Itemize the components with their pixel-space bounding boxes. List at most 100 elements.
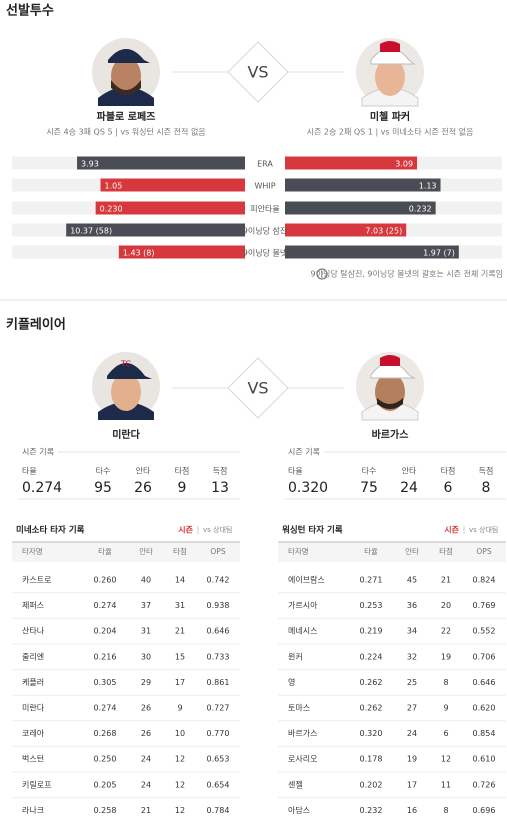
table-cell: 0.769: [473, 601, 496, 610]
stat-label: 9이닝당 삼진: [243, 226, 287, 236]
table-cell: 0.271: [360, 576, 383, 585]
table-cell: 0.696: [473, 806, 496, 815]
pitcher-name: 미첼 파커: [370, 110, 410, 123]
table-cell: 0.224: [360, 652, 383, 661]
vs-label: VS: [247, 63, 268, 82]
stat-bar: [285, 156, 418, 170]
table-cell: 12: [175, 780, 185, 789]
table-cell: 메네시스: [288, 627, 317, 636]
table-cell: 36: [407, 601, 417, 610]
player-photo-right: [356, 352, 424, 421]
stat-value: 1.13: [419, 182, 437, 191]
table-header: OPS: [476, 547, 491, 556]
record-value: 13: [211, 480, 229, 496]
table-cell: 영: [288, 677, 295, 687]
table-cell: 0.204: [94, 627, 117, 636]
table-cell: 37: [141, 601, 151, 610]
stat-value: 3.93: [81, 160, 99, 169]
record-value: 8: [482, 480, 491, 496]
tab[interactable]: 시즌: [444, 526, 459, 535]
table-cell: 로사리오: [288, 755, 317, 764]
table-cell: 센젤: [288, 779, 303, 789]
stat-label: ERA: [257, 160, 273, 169]
table-cell: 0.219: [360, 627, 383, 636]
table-cell: 17: [175, 678, 185, 687]
record-header: 타점: [441, 466, 456, 476]
record-header: 득점: [479, 466, 494, 476]
table-cell: 0.274: [94, 601, 117, 610]
record-title: 시즌 기록: [22, 448, 54, 457]
table-cell: 19: [407, 755, 417, 764]
stat-value: 1.05: [105, 182, 123, 191]
stat-bar: [66, 223, 245, 237]
table-header: 타점: [173, 546, 187, 556]
table-cell: 17: [407, 780, 417, 789]
table-cell: 0.726: [473, 780, 496, 789]
vs-label: VS: [247, 379, 268, 398]
table-cell: 0.262: [360, 704, 383, 713]
table-cell: 0.274: [94, 704, 117, 713]
record-header: 타수: [362, 467, 377, 476]
stat-bar: [118, 245, 245, 259]
table-cell: 0.727: [207, 704, 230, 713]
record-header: 타율: [22, 467, 37, 476]
table-cell: 21: [441, 576, 451, 585]
table-cell: 19: [441, 652, 451, 661]
tab[interactable]: vs 상대팀: [203, 525, 232, 534]
table-cell: 0.268: [94, 729, 117, 738]
tab[interactable]: 시즌: [178, 526, 193, 535]
table-cell: 6: [443, 729, 448, 738]
table-cell: 0.938: [207, 601, 230, 610]
table-cell: 34: [407, 627, 417, 636]
table-cell: 케플러: [22, 678, 44, 687]
table-cell: 0.854: [473, 729, 496, 738]
table-cell: 0.706: [473, 652, 496, 661]
pitcher-info: 시즌 2승 2패 QS 1 | vs 미네소타 시즌 전적 없음: [307, 127, 474, 137]
record-value: 95: [94, 480, 112, 496]
table-cell: 8: [443, 806, 448, 815]
table-cell: 0.262: [360, 678, 383, 687]
table-cell: 줄리엔: [22, 651, 44, 661]
record-header: 득점: [213, 466, 228, 476]
table-header: 타자명: [288, 546, 309, 556]
table-cell: 29: [141, 678, 151, 687]
table-cell: 20: [441, 601, 451, 610]
stat-bar: [100, 178, 246, 192]
table-cell: 12: [175, 806, 185, 815]
table-cell: 0.258: [94, 806, 117, 815]
pitcher-photo-right: [356, 38, 424, 107]
table-cell: 0.733: [207, 652, 230, 661]
record-value: 24: [400, 480, 418, 496]
stat-value: 10.37 (58): [70, 227, 112, 236]
table-cell: 0.178: [360, 755, 383, 764]
table-header: OPS: [210, 547, 225, 556]
stat-bar: [285, 201, 436, 215]
tab[interactable]: vs 상대팀: [469, 525, 498, 534]
record-header: 타점: [175, 466, 190, 476]
stat-label: 9이닝당 볼넷: [243, 248, 287, 258]
stat-bar: [285, 223, 407, 237]
section-title: 키플레이어: [6, 317, 66, 333]
table-cell: 12: [441, 755, 451, 764]
table-cell: 24: [407, 729, 417, 738]
table-cell: 미란다: [22, 703, 45, 713]
record-header: 안타: [136, 466, 151, 476]
table-cell: 27: [407, 704, 417, 713]
table-cell: 32: [407, 652, 417, 661]
table-cell: 윈커: [288, 652, 303, 661]
table-cell: 16: [407, 806, 417, 815]
stat-value: 0.232: [409, 205, 432, 214]
table-cell: 0.770: [207, 729, 230, 738]
table-cell: 제퍼스: [22, 601, 44, 610]
table-cell: 0.216: [94, 652, 117, 661]
stat-bar: [285, 245, 459, 259]
stat-value: 7.03 (25): [365, 227, 402, 236]
table-cell: 31: [141, 627, 151, 636]
table-cell: 9: [177, 704, 182, 713]
table-cell: 0.202: [360, 780, 383, 789]
table-cell: 30: [141, 652, 151, 661]
record-header: 타율: [288, 467, 303, 476]
table-title: 워싱턴 타자 기록: [282, 525, 343, 536]
table-cell: 26: [141, 729, 151, 738]
